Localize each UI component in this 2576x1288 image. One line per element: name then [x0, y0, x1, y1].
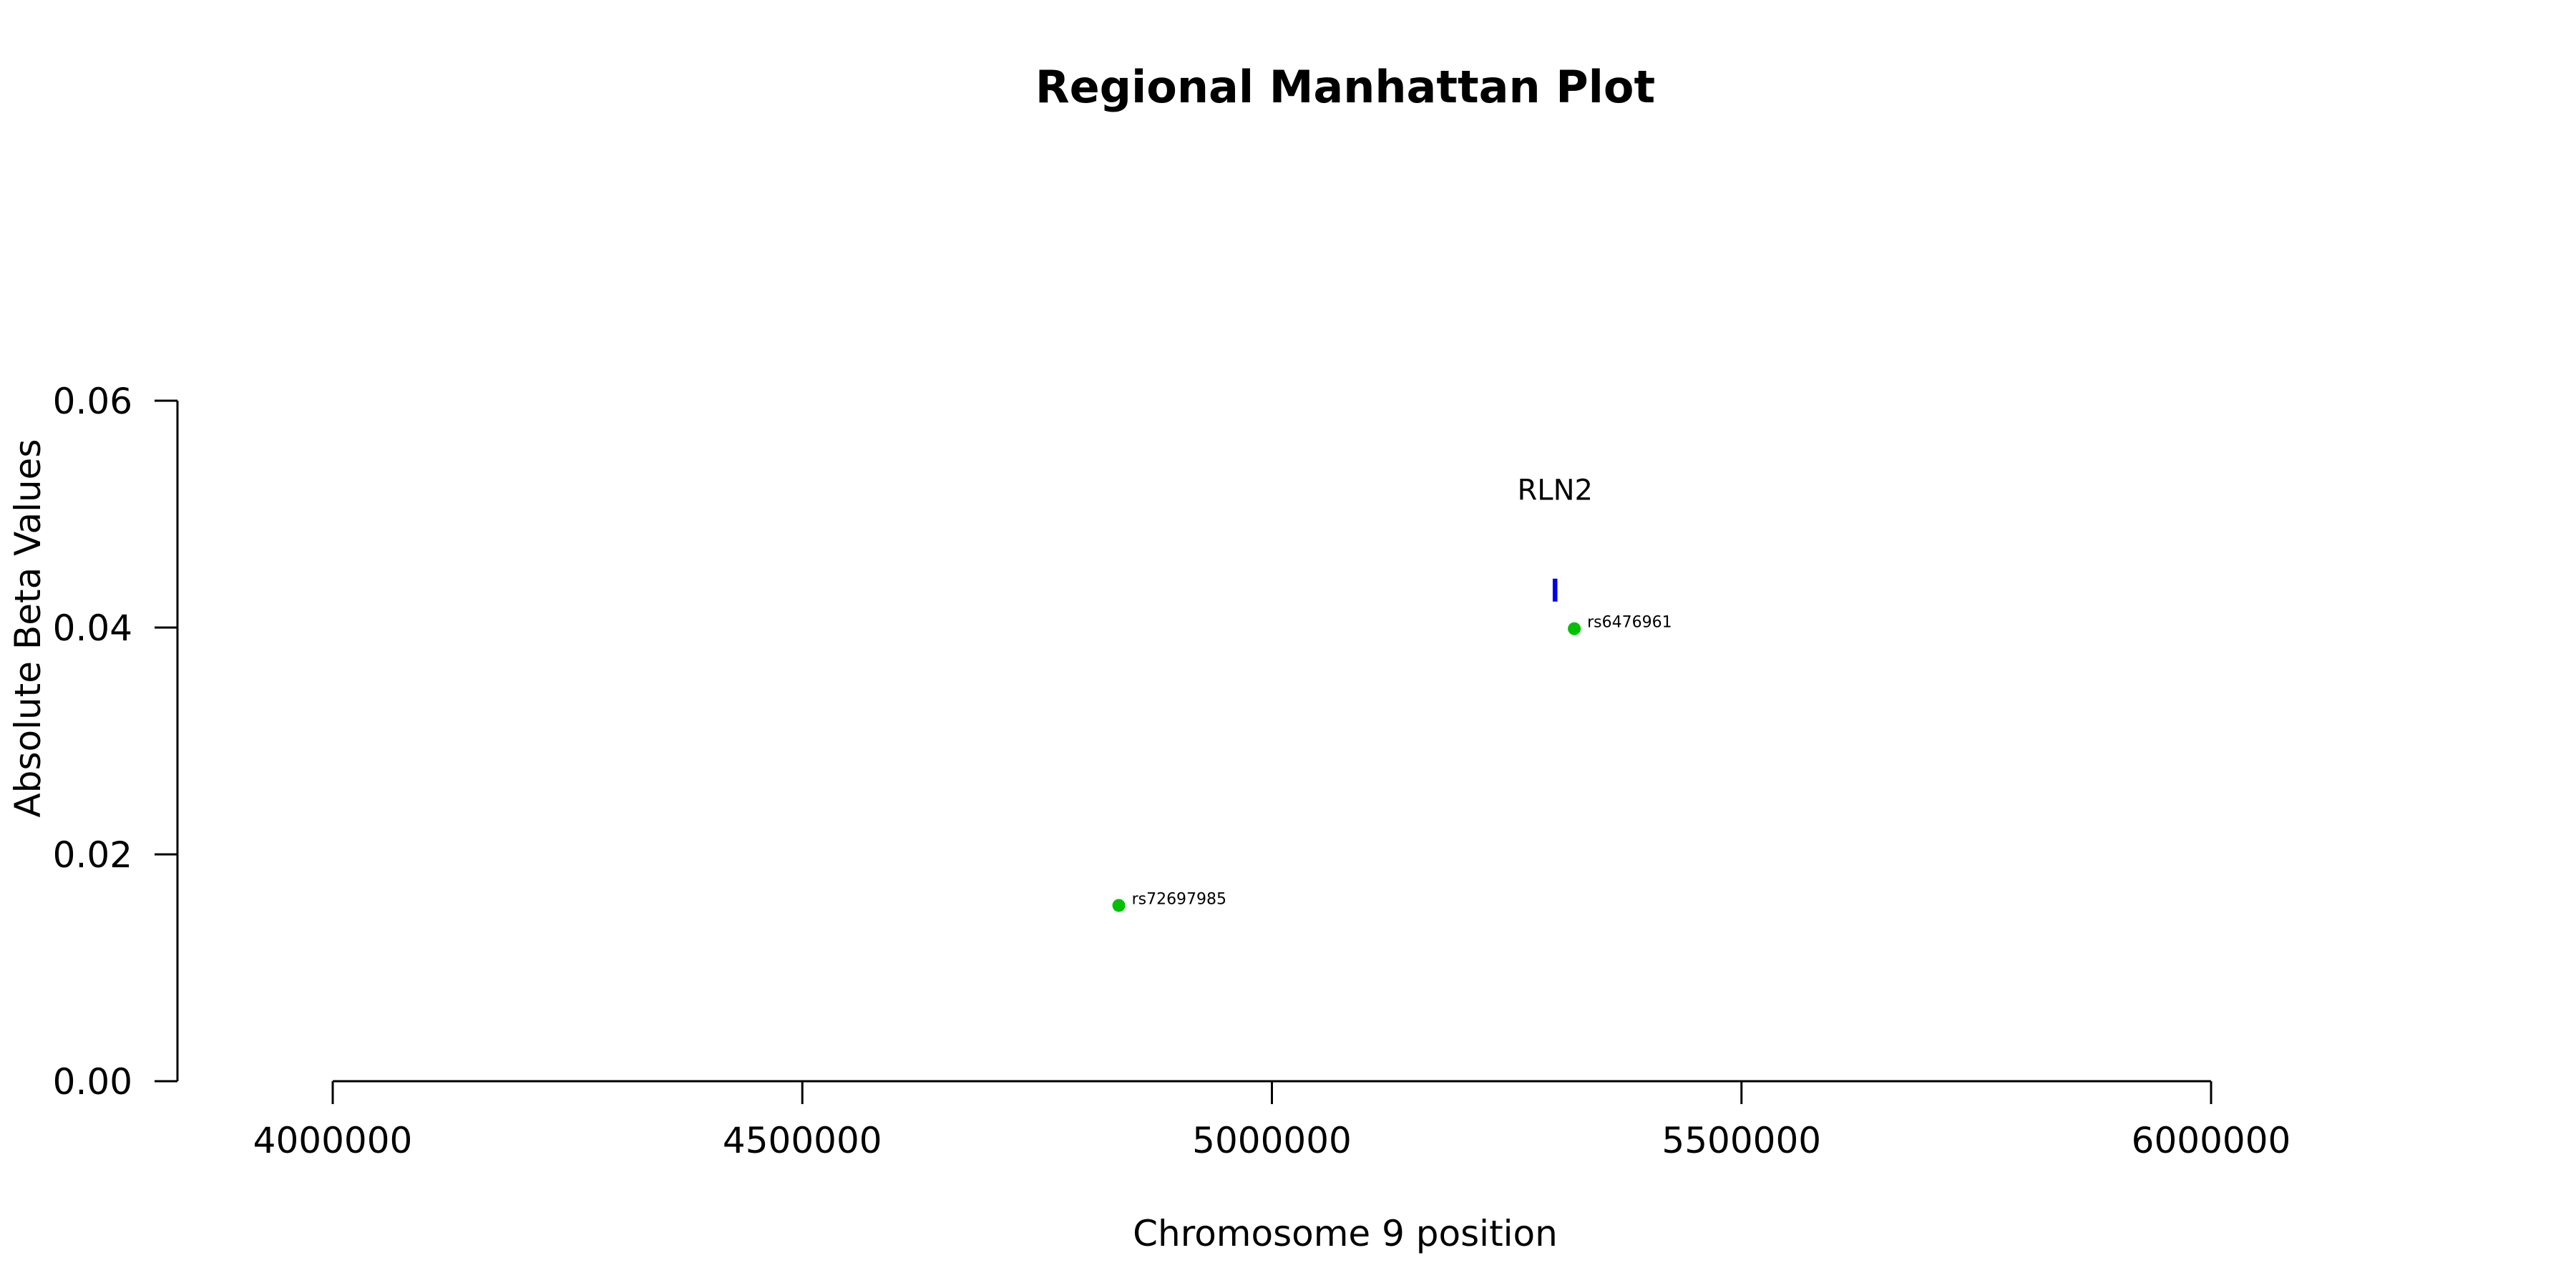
y-tick-label: 0.00	[53, 1061, 132, 1103]
x-tick-label: 5500000	[1662, 1120, 1821, 1161]
snp-point	[1568, 622, 1581, 635]
y-tick-label: 0.06	[53, 381, 132, 422]
gene-label: RLN2	[1517, 474, 1592, 507]
y-tick-label: 0.04	[53, 608, 132, 649]
x-axis-label: Chromosome 9 position	[1133, 1213, 1558, 1254]
y-tick-label: 0.02	[53, 834, 132, 876]
x-tick-label: 5000000	[1192, 1120, 1352, 1161]
x-tick-label: 4500000	[723, 1120, 882, 1161]
x-axis: 4000000 4500000 5000000 5500000 6000000	[253, 1080, 2291, 1161]
snp-point	[1112, 899, 1126, 912]
genes-layer: RLN2	[1517, 474, 1593, 602]
snp-label: rs72697985	[1132, 890, 1226, 908]
gene-bar	[1552, 578, 1558, 602]
x-tick-label: 4000000	[253, 1120, 413, 1161]
points-layer: rs72697985 rs6476961	[1112, 614, 1672, 912]
chart-title: Regional Manhattan Plot	[1035, 61, 1655, 113]
y-axis: 0.00 0.02 0.04 0.06	[53, 381, 179, 1103]
x-tick-label: 6000000	[2132, 1120, 2291, 1161]
y-axis-label: Absolute Beta Values	[7, 439, 49, 818]
snp-label: rs6476961	[1587, 614, 1672, 632]
